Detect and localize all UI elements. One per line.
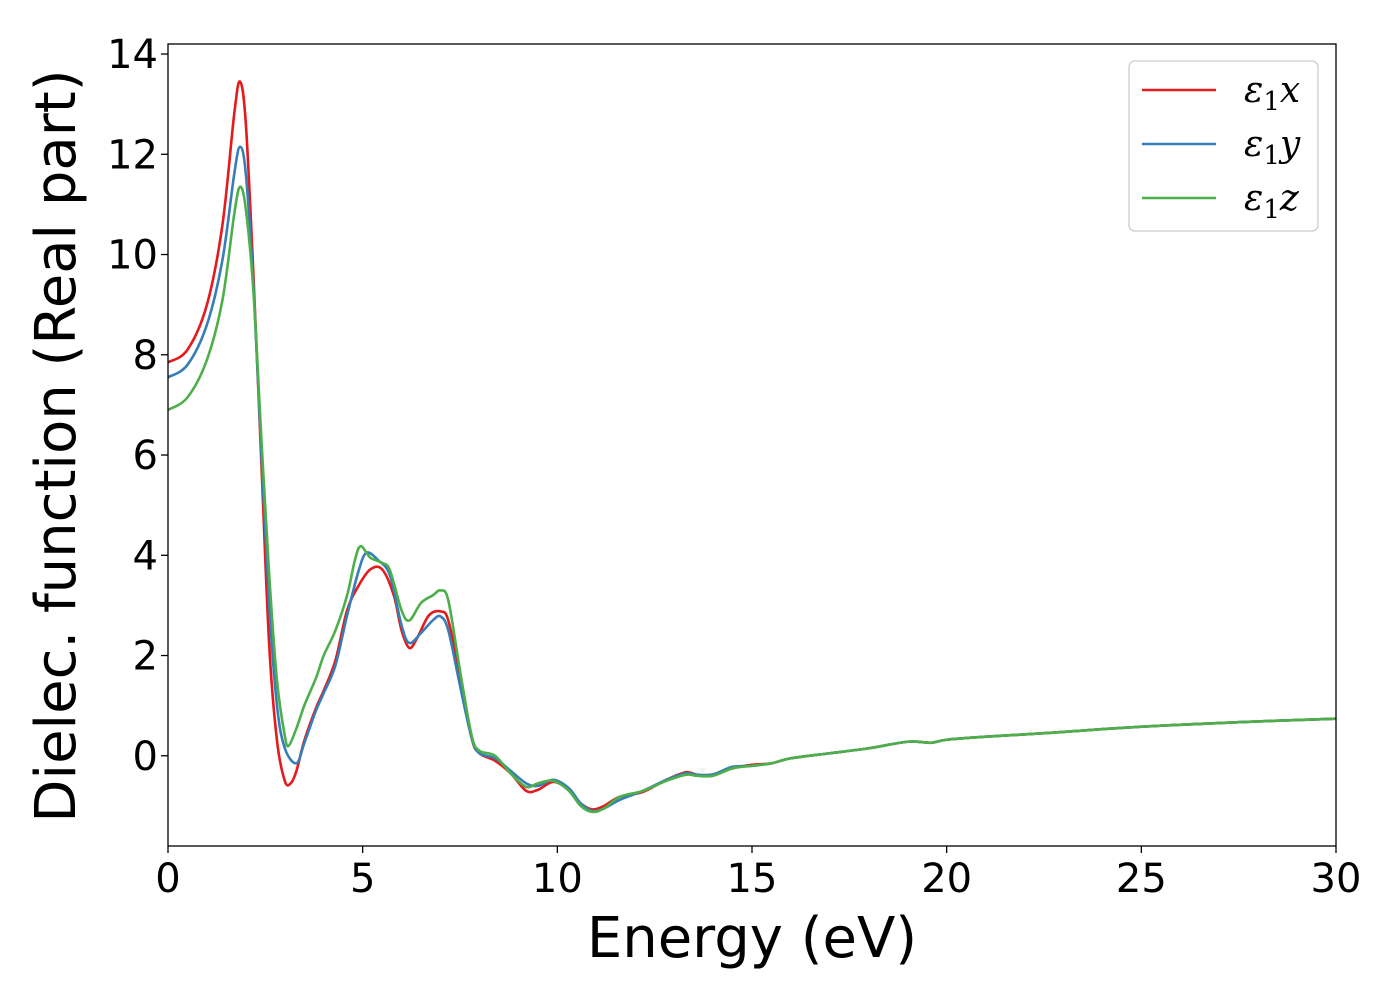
y-tick-label: 10 bbox=[107, 233, 158, 279]
x-tick-label: 20 bbox=[921, 856, 972, 902]
x-tick-label: 25 bbox=[1116, 856, 1167, 902]
x-tick-label: 15 bbox=[727, 856, 778, 902]
legend-box bbox=[1128, 60, 1319, 232]
y-axis: 0 2 4 6 8 10 12 14 bbox=[107, 32, 168, 780]
y-axis-title: Dielec. function (Real part) bbox=[24, 69, 89, 822]
x-tick-label: 30 bbox=[1311, 856, 1362, 902]
y-tick-label: 6 bbox=[133, 433, 158, 479]
x-tick-label: 10 bbox=[532, 856, 583, 902]
legend-label-x: ε1x bbox=[1244, 70, 1300, 117]
legend: ε1x ε1y ε1z bbox=[1128, 60, 1319, 232]
y-tick-label: 0 bbox=[133, 734, 158, 780]
y-tick-label: 4 bbox=[133, 533, 158, 579]
series-line-y bbox=[168, 145, 1336, 813]
x-tick-label: 0 bbox=[155, 856, 180, 902]
y-tick-label: 2 bbox=[133, 634, 158, 680]
x-axis: 0 5 10 15 20 25 30 bbox=[155, 846, 1361, 902]
x-axis-title: Energy (eV) bbox=[587, 906, 917, 971]
legend-label-z: ε1z bbox=[1244, 178, 1300, 225]
x-tick-label: 5 bbox=[350, 856, 375, 902]
series-line-z bbox=[168, 185, 1336, 814]
legend-label-y: ε1y bbox=[1244, 124, 1301, 171]
y-tick-label: 12 bbox=[107, 132, 158, 178]
y-tick-label: 8 bbox=[133, 333, 158, 379]
y-tick-label: 14 bbox=[107, 32, 158, 78]
series-layer bbox=[168, 80, 1336, 814]
